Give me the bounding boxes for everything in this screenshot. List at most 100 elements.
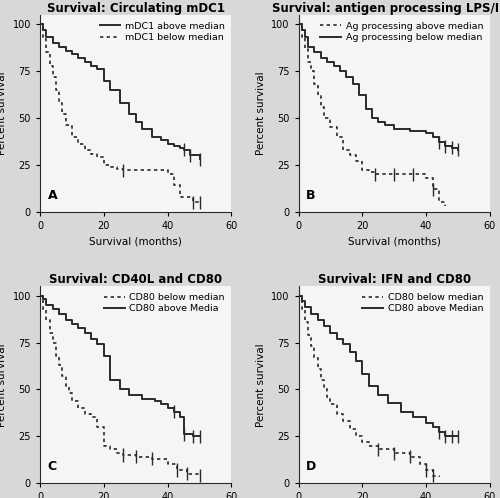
Ag processing below median — [455, 147, 461, 153]
CD80 below median — [296, 293, 302, 299]
Title: Survival: CD40L and CD80: Survival: CD40L and CD80 — [49, 273, 222, 286]
CD80 above Median — [298, 298, 304, 304]
CD80 above Median — [321, 323, 327, 329]
CD80 below median — [334, 411, 340, 417]
Legend: CD80 below median, CD80 above Media: CD80 below median, CD80 above Media — [102, 291, 227, 315]
Ag processing below median — [298, 27, 304, 33]
CD80 above Media — [196, 433, 202, 439]
CD80 below median — [436, 475, 442, 481]
mDC1 below median — [120, 167, 126, 173]
CD80 below median — [314, 366, 320, 372]
X-axis label: Survival (months): Survival (months) — [348, 236, 440, 246]
CD80 above Median — [308, 311, 314, 317]
CD80 below median — [353, 433, 359, 439]
Ag processing above median — [328, 124, 334, 130]
CD80 below median — [76, 405, 82, 411]
CD80 above Median — [353, 359, 359, 365]
Ag processing below median — [312, 49, 318, 55]
CD80 below median — [423, 467, 429, 473]
CD80 above Median — [340, 342, 346, 348]
CD80 below median — [114, 450, 119, 456]
Ag processing below median — [407, 128, 413, 134]
Ag processing below median — [362, 106, 368, 112]
Title: Survival: IFN and CD80: Survival: IFN and CD80 — [318, 273, 471, 286]
CD80 above Median — [442, 433, 448, 439]
CD80 above Media — [107, 377, 113, 383]
Ag processing below median — [302, 34, 308, 40]
mDC1 below median — [37, 21, 43, 27]
mDC1 below median — [56, 100, 62, 106]
Ag processing above median — [305, 59, 311, 65]
mDC1 below median — [44, 49, 50, 55]
CD80 above Median — [455, 433, 461, 439]
CD80 below median — [174, 467, 180, 473]
CD80 above Median — [314, 317, 320, 323]
mDC1 above median — [107, 87, 113, 93]
mDC1 below median — [171, 182, 177, 188]
Ag processing below median — [423, 130, 429, 136]
CD80 below median — [318, 377, 324, 383]
CD80 above Media — [69, 321, 75, 327]
CD80 below median — [88, 414, 94, 420]
CD80 above Media — [40, 296, 46, 302]
CD80 below median — [37, 293, 43, 299]
Ag processing below median — [376, 119, 382, 124]
CD80 below median — [302, 319, 308, 325]
Ag processing above median — [346, 152, 352, 158]
mDC1 above median — [62, 47, 68, 53]
CD80 above Media — [76, 325, 82, 331]
mDC1 below median — [190, 199, 196, 205]
CD80 above Media — [50, 306, 56, 312]
CD80 below median — [184, 471, 190, 477]
CD80 below median — [324, 394, 330, 400]
Ag processing above median — [296, 21, 302, 27]
CD80 below median — [66, 390, 71, 396]
Legend: Ag processing above median, Ag processing below median: Ag processing above median, Ag processin… — [318, 19, 486, 44]
CD80 above Media — [152, 397, 158, 403]
Ag processing above median — [314, 93, 320, 99]
CD80 above Median — [436, 429, 442, 435]
CD80 above Media — [101, 353, 107, 359]
mDC1 below median — [46, 63, 52, 69]
Ag processing above median — [436, 199, 442, 205]
Ag processing below median — [344, 74, 349, 80]
mDC1 below median — [88, 150, 94, 156]
Line: mDC1 below median: mDC1 below median — [40, 24, 200, 202]
CD80 above Media — [56, 311, 62, 317]
CD80 above Media — [44, 302, 50, 308]
CD80 above Median — [346, 349, 352, 355]
Ag processing above median — [392, 171, 398, 177]
mDC1 above median — [164, 141, 170, 147]
mDC1 below median — [40, 36, 46, 42]
Ag processing above median — [334, 133, 340, 139]
Ag processing below median — [392, 126, 398, 132]
mDC1 above median — [50, 40, 56, 46]
mDC1 below median — [69, 133, 75, 139]
CD80 below median — [62, 382, 68, 388]
mDC1 above median — [117, 100, 123, 106]
CD80 below median — [164, 461, 170, 467]
mDC1 below median — [196, 199, 202, 205]
X-axis label: Survival (months): Survival (months) — [90, 236, 182, 246]
mDC1 above median — [76, 55, 82, 61]
Ag processing above median — [308, 68, 314, 74]
Ag processing above median — [298, 34, 304, 40]
CD80 above Median — [448, 433, 454, 439]
CD80 above Media — [82, 330, 87, 336]
Ag processing below median — [305, 44, 311, 50]
Ag processing below median — [382, 123, 388, 128]
CD80 below median — [346, 426, 352, 432]
CD80 below median — [328, 401, 334, 407]
Ag processing below median — [430, 133, 436, 139]
Ag processing above median — [410, 171, 416, 177]
Text: C: C — [48, 460, 57, 473]
mDC1 above median — [101, 78, 107, 84]
Line: CD80 below median: CD80 below median — [298, 296, 439, 478]
CD80 below median — [392, 450, 398, 456]
CD80 below median — [308, 343, 314, 349]
CD80 above Media — [126, 392, 132, 398]
Ag processing above median — [318, 104, 324, 110]
mDC1 above median — [139, 126, 145, 132]
Text: D: D — [306, 460, 316, 473]
CD80 above Median — [410, 414, 416, 420]
